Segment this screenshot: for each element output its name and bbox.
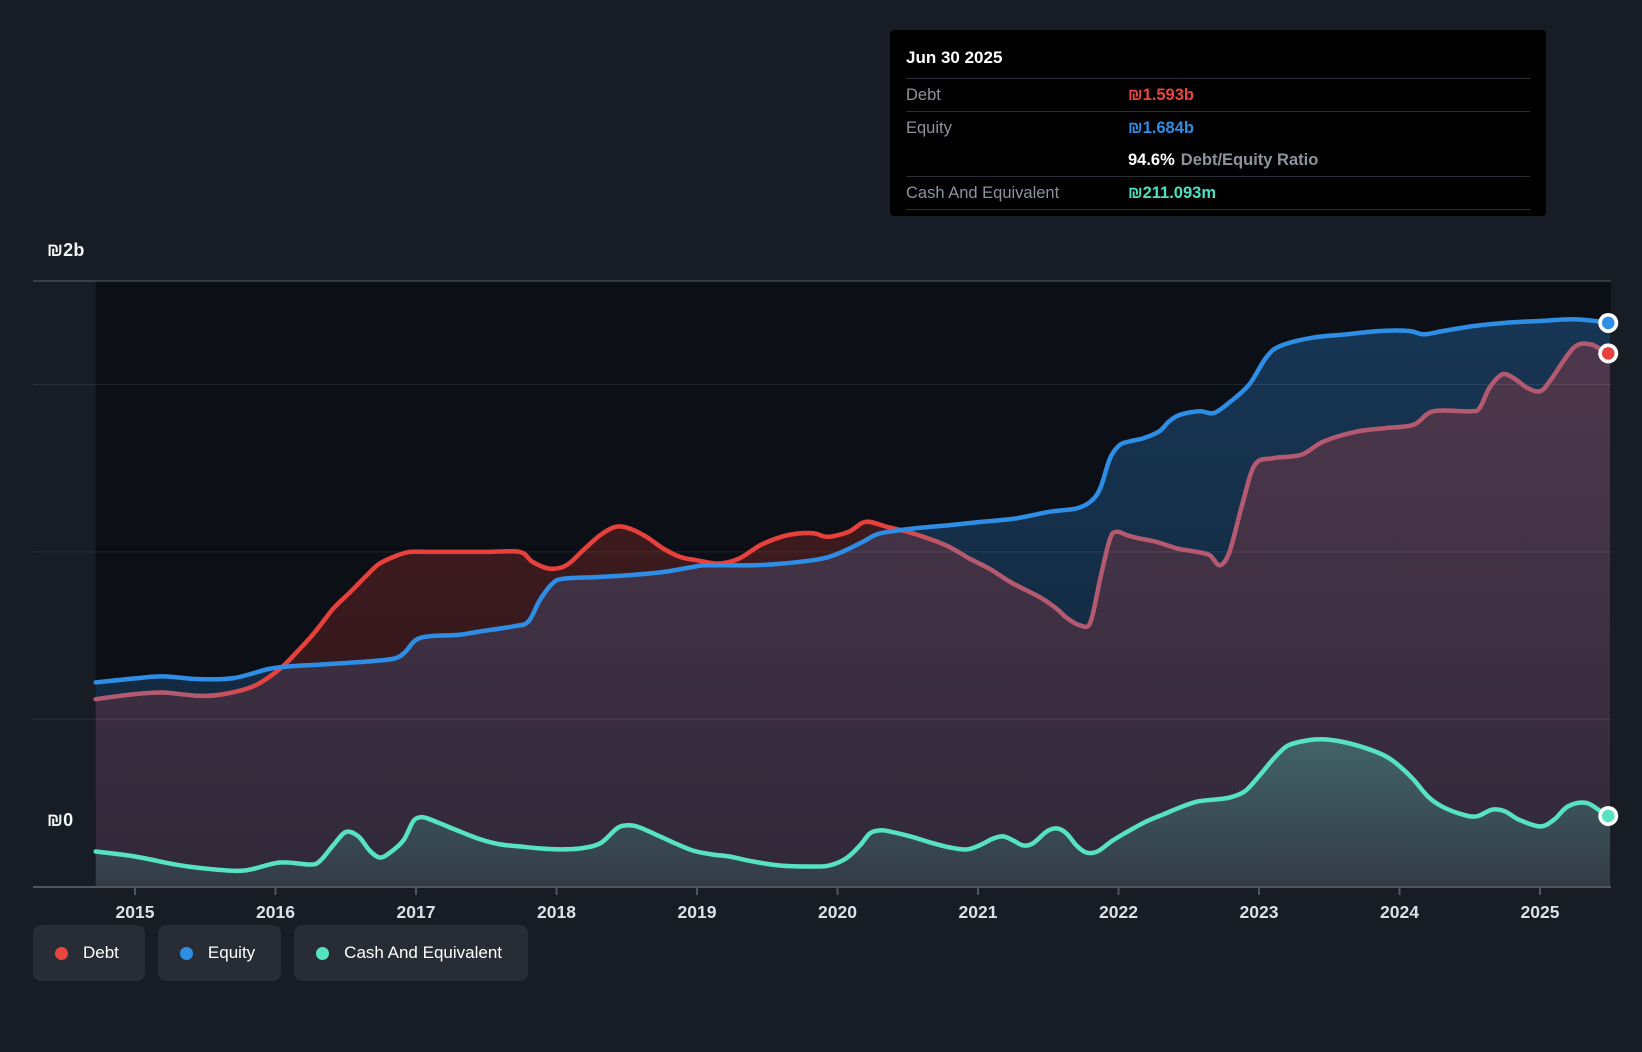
- y-axis-label-0: ₪0: [47, 810, 74, 830]
- debt-endpoint-marker[interactable]: [1601, 347, 1615, 360]
- tooltip-cash-value: ₪211.093m: [1128, 183, 1216, 202]
- cash-line[interactable]: [93, 737, 1613, 874]
- debt-line[interactable]: [93, 341, 1613, 702]
- tooltip-ratio-value: 94.6%: [1128, 150, 1175, 169]
- tooltip-debt-value: ₪1.593b: [1128, 85, 1194, 104]
- tooltip-debt-label: Debt: [906, 85, 941, 104]
- tooltip-row-equity: Equity ₪1.684b: [906, 112, 1530, 144]
- tooltip-cash-label: Cash And Equivalent: [906, 183, 1060, 202]
- x-tick-label-2025: 2025: [1521, 902, 1560, 922]
- legend-item-debt[interactable]: Debt: [33, 925, 145, 981]
- legend-item-equity[interactable]: Equity: [157, 925, 282, 981]
- equity-swatch-icon: [179, 946, 193, 960]
- tooltip-equity-label: Equity: [906, 118, 952, 137]
- x-tick-label-2023: 2023: [1240, 902, 1279, 922]
- tooltip-row-cash: Cash And Equivalent ₪211.093m: [906, 177, 1530, 210]
- x-tick-label-2022: 2022: [1099, 902, 1138, 922]
- x-tick-label-2017: 2017: [397, 902, 436, 922]
- tooltip-date: Jun 30 2025: [906, 40, 1530, 79]
- debt-area-fill: [95, 343, 1611, 888]
- tooltip-ratio-label: Debt/Equity Ratio: [1180, 150, 1319, 169]
- legend: Debt Equity Cash And Equivalent: [33, 925, 529, 981]
- x-tick-label-2019: 2019: [678, 902, 717, 922]
- x-tick-label-2016: 2016: [256, 902, 295, 922]
- legend-item-label: Debt: [83, 943, 119, 962]
- tooltip-panel: Jun 30 2025 Debt ₪1.593b Equity ₪1.684b …: [890, 30, 1546, 216]
- x-tick-label-2021: 2021: [959, 902, 998, 922]
- x-tick-label-2024: 2024: [1380, 902, 1419, 922]
- legend-item-cash[interactable]: Cash And Equivalent: [294, 925, 529, 981]
- legend-item-label: Cash And Equivalent: [344, 943, 503, 962]
- x-tick-label-2015: 2015: [116, 902, 155, 922]
- equity-endpoint-marker[interactable]: [1601, 316, 1615, 330]
- cash-swatch-icon: [316, 946, 330, 960]
- tooltip-row-ratio: 94.6% Debt/Equity Ratio: [906, 144, 1530, 177]
- cash-area-fill: [95, 739, 1611, 887]
- tooltip-row-debt: Debt ₪1.593b: [906, 79, 1530, 112]
- legend-item-label: Equity: [207, 943, 256, 962]
- x-tick-label-2018: 2018: [537, 902, 576, 922]
- tooltip-equity-value: ₪1.684b: [1128, 118, 1194, 137]
- debt-swatch-icon: [55, 946, 68, 960]
- cash-endpoint-marker[interactable]: [1601, 809, 1615, 823]
- y-axis-label-2b: ₪2b: [47, 240, 85, 260]
- x-tick-label-2020: 2020: [818, 902, 857, 922]
- equity-line[interactable]: [93, 317, 1613, 685]
